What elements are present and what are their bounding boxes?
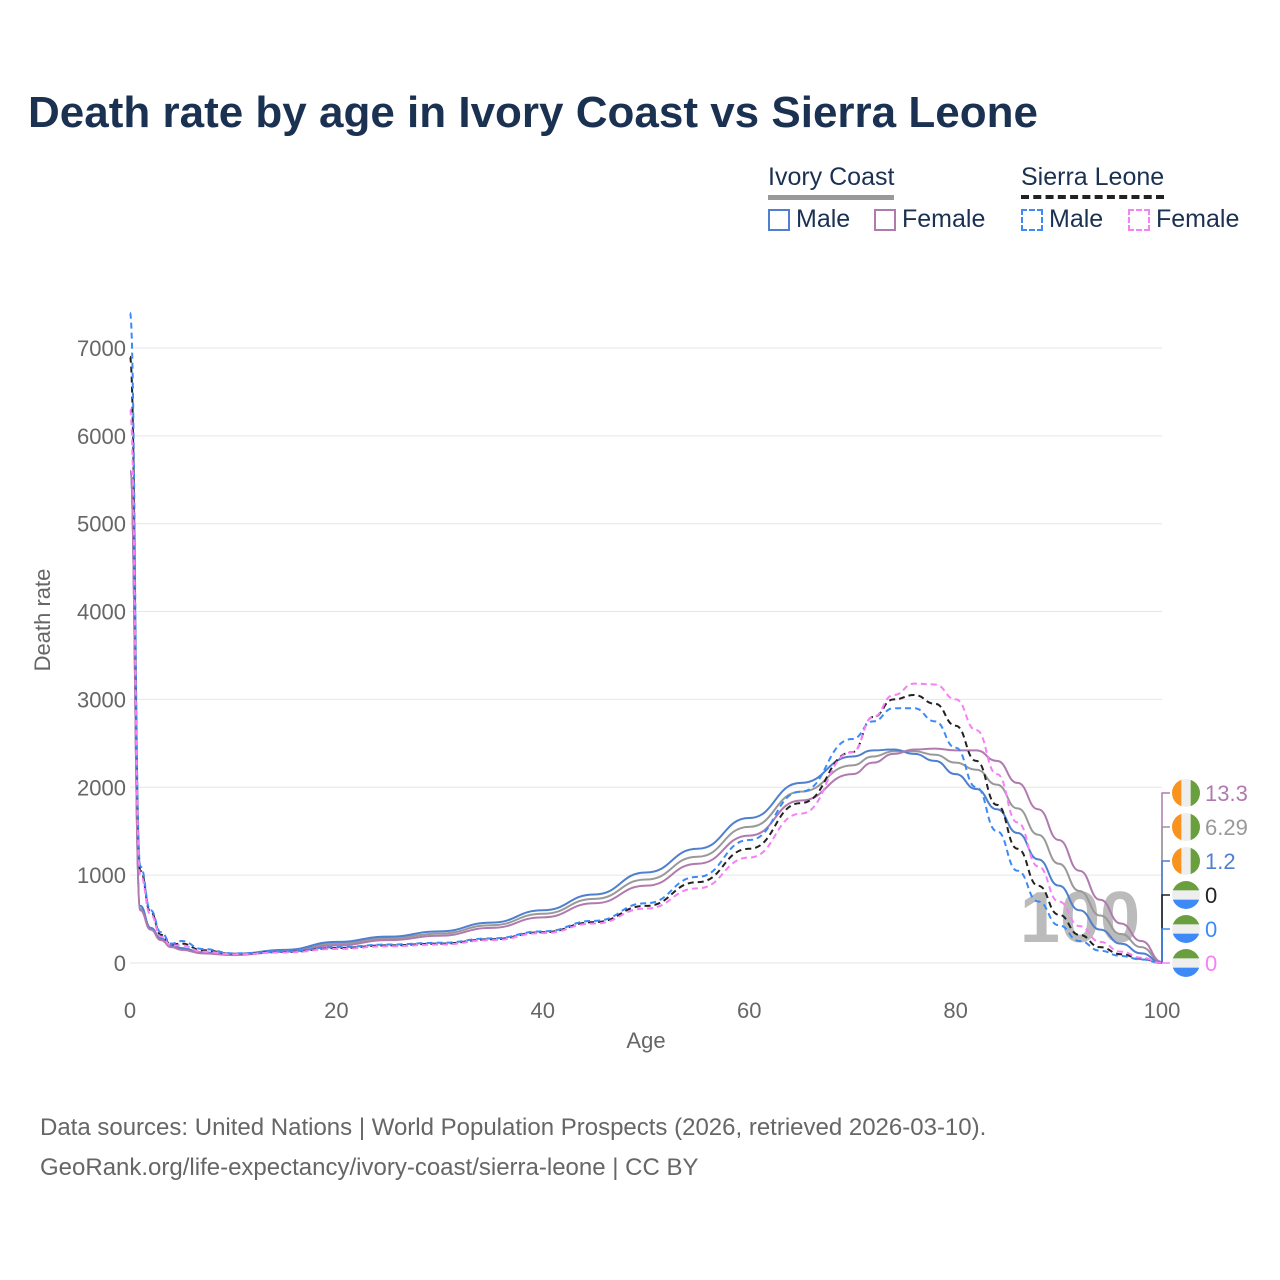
- y-tick-label: 1000: [77, 863, 126, 888]
- legend-ic-female[interactable]: Female: [874, 205, 985, 234]
- end-value-label: 0: [1205, 917, 1217, 942]
- end-label-connector: [1161, 860, 1170, 963]
- series-line-sierra-leone-female: [129, 408, 1163, 964]
- series-line-ivory-coast: [129, 469, 1163, 964]
- legend-group-sierra-leone: Sierra Leone: [1021, 163, 1165, 199]
- ivory-coast-flag-icon: [1172, 813, 1200, 841]
- y-tick-label: 3000: [77, 687, 126, 712]
- legend-label: Male: [1049, 205, 1104, 233]
- legend-label: Female: [1156, 205, 1240, 233]
- x-tick-label: 100: [1144, 998, 1181, 1023]
- y-tick-label: 4000: [77, 600, 126, 625]
- x-tick-label: 20: [324, 998, 348, 1023]
- sierra-leone-flag-icon: [1172, 915, 1200, 943]
- legend-label: Female: [902, 205, 986, 233]
- y-tick-label: 7000: [77, 336, 126, 361]
- end-label-connector: [1161, 792, 1170, 963]
- x-axis-label: Age: [626, 1028, 665, 1053]
- source-link[interactable]: GeoRank.org/life-expectancy/ivory-coast/…: [40, 1154, 699, 1181]
- x-tick-label: 80: [943, 998, 967, 1023]
- y-tick-label: 0: [114, 951, 126, 976]
- end-value-label: 0: [1205, 951, 1217, 976]
- source-note: Data sources: United Nations | World Pop…: [40, 1108, 986, 1188]
- chart-title: Death rate by age in Ivory Coast vs Sier…: [28, 88, 1038, 137]
- series-line-sierra-leone-male: [129, 311, 1163, 964]
- legend-sl-female[interactable]: Female: [1128, 205, 1239, 234]
- ivory-coast-flag-icon: [1172, 779, 1200, 807]
- end-value-label: 1.2: [1205, 849, 1236, 874]
- series-line-ivory-coast-male: [129, 469, 1163, 964]
- series-line-sierra-leone: [129, 355, 1163, 964]
- y-axis-label: Death rate: [30, 569, 55, 672]
- end-value-label: 13.3: [1205, 781, 1248, 806]
- y-tick-label: 2000: [77, 775, 126, 800]
- legend-sl-male[interactable]: Male: [1021, 205, 1103, 234]
- legend-swatch: [1021, 208, 1043, 231]
- end-value-label: 0: [1205, 883, 1217, 908]
- x-tick-label: 40: [531, 998, 555, 1023]
- source-line-1: Data sources: United Nations | World Pop…: [40, 1114, 987, 1141]
- sierra-leone-flag-icon: [1172, 949, 1200, 977]
- sierra-leone-flag-icon: [1172, 881, 1200, 909]
- end-label-connector: [1161, 928, 1170, 963]
- x-tick-label: 60: [737, 998, 761, 1023]
- legend-ic-male[interactable]: Male: [768, 205, 850, 234]
- legend-swatch: [768, 208, 790, 231]
- ivory-coast-flag-icon: [1172, 847, 1200, 875]
- end-value-label: 6.29: [1205, 815, 1248, 840]
- legend-label: Male: [796, 205, 851, 233]
- y-tick-label: 6000: [77, 424, 126, 449]
- legend-group-ivory-coast: Ivory Coast: [768, 163, 895, 200]
- legend-swatch: [874, 208, 896, 231]
- series-line-ivory-coast-female: [129, 469, 1163, 963]
- y-tick-label: 5000: [77, 512, 126, 537]
- legend-swatch: [1128, 208, 1150, 231]
- x-tick-label: 0: [124, 998, 136, 1023]
